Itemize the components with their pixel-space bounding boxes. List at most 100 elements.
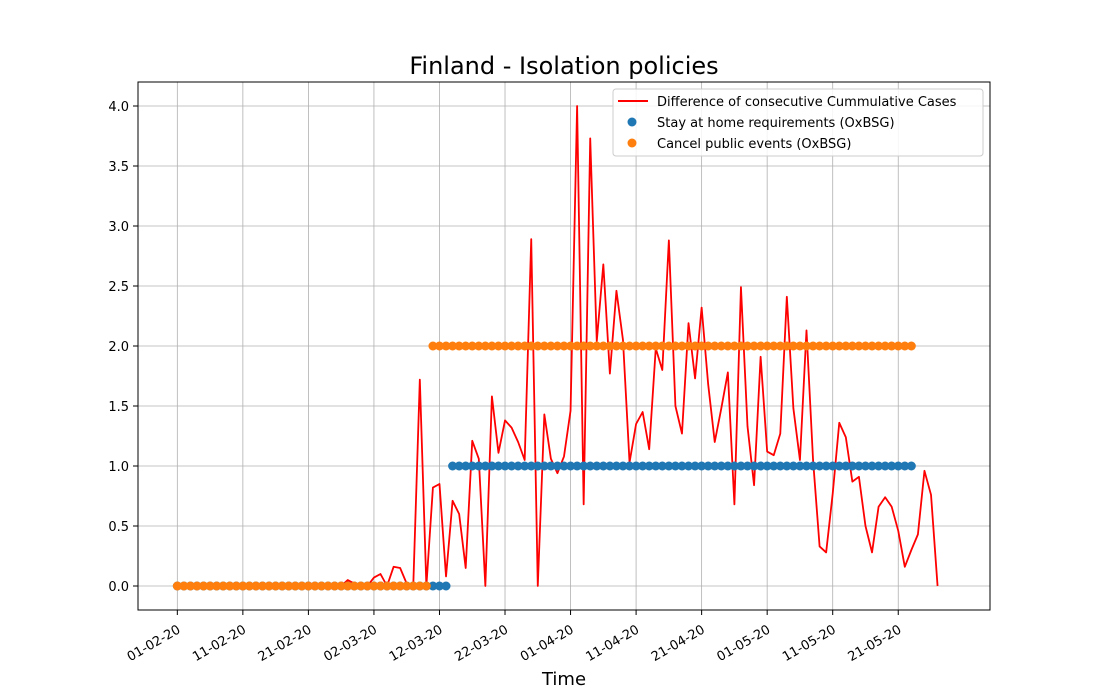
cancel-events-point bbox=[539, 341, 549, 351]
cancel-events-point bbox=[762, 341, 772, 351]
stay-at-home-point bbox=[644, 461, 654, 471]
cancel-events-point bbox=[887, 341, 897, 351]
cancel-events-point bbox=[277, 581, 287, 591]
stay-at-home-point bbox=[710, 461, 720, 471]
cancel-events-point bbox=[611, 341, 621, 351]
stay-at-home-point bbox=[474, 461, 484, 471]
stay-at-home-point bbox=[657, 461, 667, 471]
cancel-events-point bbox=[336, 581, 346, 591]
stay-at-home-point bbox=[906, 461, 916, 471]
cancel-events-point bbox=[310, 581, 320, 591]
stay-at-home-point bbox=[900, 461, 910, 471]
stay-at-home-point bbox=[788, 461, 798, 471]
stay-at-home-point bbox=[598, 461, 608, 471]
cancel-events-point bbox=[834, 341, 844, 351]
cancel-events-point bbox=[251, 581, 261, 591]
cancel-events-point bbox=[330, 581, 340, 591]
cancel-events-point bbox=[297, 581, 307, 591]
stay-at-home-point bbox=[736, 461, 746, 471]
stay-at-home-point bbox=[585, 461, 595, 471]
y-tick-label: 0.5 bbox=[108, 520, 129, 535]
stay-at-home-point bbox=[743, 461, 753, 471]
cancel-events-point bbox=[284, 581, 294, 591]
cancel-events-point bbox=[677, 341, 687, 351]
stay-at-home-point bbox=[566, 461, 576, 471]
cancel-events-point bbox=[906, 341, 916, 351]
cancel-events-point bbox=[448, 341, 458, 351]
y-tick-label: 2.5 bbox=[108, 280, 129, 295]
cancel-events-point bbox=[362, 581, 372, 591]
cancel-events-point bbox=[408, 581, 418, 591]
stay-at-home-point bbox=[723, 461, 733, 471]
cancel-events-point bbox=[343, 581, 353, 591]
stay-at-home-point bbox=[670, 461, 680, 471]
stay-at-home-point bbox=[703, 461, 713, 471]
stay-at-home-point bbox=[631, 461, 641, 471]
stay-at-home-point bbox=[815, 461, 825, 471]
x-tick-label: 21-02-20 bbox=[256, 622, 315, 664]
stay-at-home-point bbox=[801, 461, 811, 471]
cancel-events-point bbox=[847, 341, 857, 351]
cancel-events-point bbox=[474, 341, 484, 351]
cancel-events-point bbox=[421, 581, 431, 591]
stay-at-home-point bbox=[638, 461, 648, 471]
cancel-events-point bbox=[192, 581, 202, 591]
stay-at-home-point bbox=[579, 461, 589, 471]
stay-at-home-point bbox=[467, 461, 477, 471]
stay-at-home-point bbox=[762, 461, 772, 471]
stay-at-home-point bbox=[697, 461, 707, 471]
cancel-events-point bbox=[860, 341, 870, 351]
cancel-events-point bbox=[493, 341, 503, 351]
cancel-events-point bbox=[467, 341, 477, 351]
cancel-events-point bbox=[546, 341, 556, 351]
cancel-events-point bbox=[185, 581, 195, 591]
cancel-events-point bbox=[402, 581, 412, 591]
y-tick-label: 3.0 bbox=[108, 220, 129, 235]
stay-at-home-point bbox=[854, 461, 864, 471]
stay-at-home-point bbox=[651, 461, 661, 471]
legend-dot-stay bbox=[627, 117, 637, 127]
cancel-events-point bbox=[697, 341, 707, 351]
cancel-events-point bbox=[749, 341, 759, 351]
stay-at-home-point bbox=[795, 461, 805, 471]
y-tick-label: 1.0 bbox=[108, 460, 129, 475]
cancel-events-point bbox=[434, 341, 444, 351]
cancel-events-point bbox=[723, 341, 733, 351]
cancel-events-point bbox=[212, 581, 222, 591]
y-tick-label: 1.5 bbox=[108, 400, 129, 415]
stay-at-home-point bbox=[729, 461, 739, 471]
cancel-events-point bbox=[625, 341, 635, 351]
cancel-events-point bbox=[507, 341, 517, 351]
stay-at-home-point bbox=[526, 461, 536, 471]
cancel-events-point bbox=[598, 341, 608, 351]
cancel-events-point bbox=[664, 341, 674, 351]
stay-at-home-point bbox=[860, 461, 870, 471]
stay-at-home-point bbox=[605, 461, 615, 471]
stay-at-home-point bbox=[828, 461, 838, 471]
stay-at-home-point bbox=[821, 461, 831, 471]
cancel-events-point bbox=[670, 341, 680, 351]
stay-at-home-point bbox=[487, 461, 497, 471]
stay-at-home-point bbox=[461, 461, 471, 471]
cancel-events-point bbox=[317, 581, 327, 591]
cancel-events-point bbox=[710, 341, 720, 351]
cancel-events-point bbox=[323, 581, 333, 591]
legend-label-stay: Stay at home requirements (OxBSG) bbox=[657, 116, 895, 131]
stay-at-home-point bbox=[841, 461, 851, 471]
cancel-events-point bbox=[585, 341, 595, 351]
cancel-events-point bbox=[172, 581, 182, 591]
stay-at-home-point bbox=[513, 461, 523, 471]
legend-box bbox=[612, 88, 984, 157]
stay-at-home-point bbox=[867, 461, 877, 471]
cancel-events-point bbox=[782, 341, 792, 351]
cancel-events-point bbox=[225, 581, 235, 591]
cancel-events-point bbox=[736, 341, 746, 351]
cancel-events-point bbox=[428, 341, 438, 351]
y-axis: 0.0 0.5 1.0 1.5 2.0 2.5 3.0 3.5 4.0 bbox=[108, 100, 138, 595]
cancel-events-point bbox=[454, 341, 464, 351]
stay-at-home-point bbox=[480, 461, 490, 471]
x-tick-label: 01-05-20 bbox=[715, 622, 774, 664]
stay-at-home-point bbox=[893, 461, 903, 471]
cancel-events-point bbox=[788, 341, 798, 351]
cancel-events-point bbox=[500, 341, 510, 351]
